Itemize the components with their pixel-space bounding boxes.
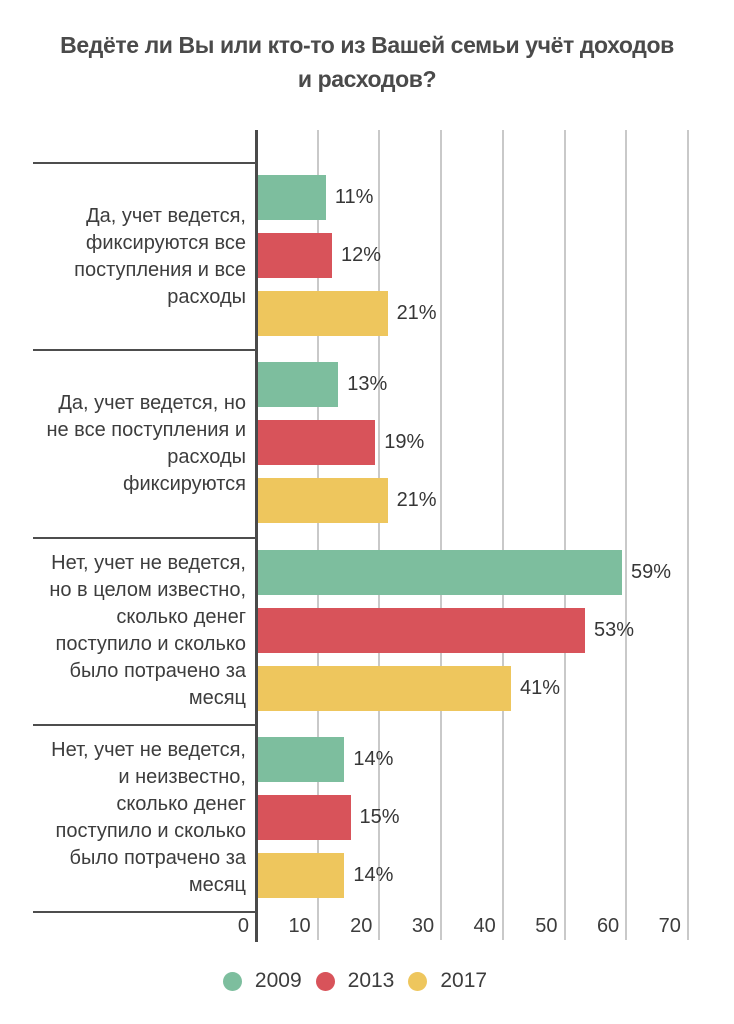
category-separator bbox=[33, 723, 256, 726]
legend-label-2017: 2017 bbox=[440, 969, 488, 992]
category-separator bbox=[33, 162, 256, 164]
x-tick-label: 60 bbox=[596, 915, 620, 937]
bar-2009 bbox=[258, 549, 623, 595]
gridline bbox=[686, 130, 689, 940]
x-tick-label: 30 bbox=[411, 915, 435, 937]
chart-title: Ведёте ли Вы или кто-то из Вашей семьи у… bbox=[60, 32, 674, 92]
bar-value-label: 15% bbox=[359, 805, 400, 828]
bar-2017 bbox=[258, 852, 345, 898]
gridline bbox=[440, 130, 443, 940]
bar-value-label: 19% bbox=[384, 431, 425, 454]
bar-2017 bbox=[258, 291, 388, 336]
bar-2009 bbox=[258, 736, 345, 782]
bar-2013 bbox=[258, 607, 585, 653]
category-label: Нет, учет не ведется, но в целом известн… bbox=[49, 552, 246, 710]
legend-swatch-2013-icon bbox=[315, 971, 335, 991]
bar-value-label: 21% bbox=[396, 489, 437, 512]
bar-2017 bbox=[258, 665, 511, 711]
legend-item-2009: 2009 bbox=[222, 969, 302, 993]
legend-item-2013: 2013 bbox=[315, 969, 395, 993]
bar-value-label: 14% bbox=[353, 863, 394, 886]
legend: 2009 2013 2017 bbox=[0, 969, 710, 993]
legend-swatch-2017-icon bbox=[408, 971, 428, 991]
category-separator bbox=[33, 911, 256, 913]
gridline bbox=[378, 130, 381, 940]
category-label: Нет, учет не ведется, и неизвестно, скол… bbox=[51, 739, 246, 897]
x-tick-label: 40 bbox=[473, 915, 496, 937]
zero-axis-line bbox=[254, 130, 258, 942]
legend-label-2009: 2009 bbox=[254, 969, 302, 992]
legend-swatch-2009-icon bbox=[222, 971, 242, 991]
x-tick-label: 20 bbox=[350, 915, 373, 937]
bar-2013 bbox=[258, 420, 376, 466]
bar-value-label: 59% bbox=[631, 560, 672, 583]
x-tick-label: 70 bbox=[658, 915, 681, 937]
bar-2013 bbox=[258, 794, 351, 840]
category-separator bbox=[33, 536, 256, 539]
x-tick-label: 0 bbox=[237, 915, 249, 937]
category-label: Да, учет ведется, фиксируются все поступ… bbox=[74, 204, 246, 308]
x-tick-label: 50 bbox=[535, 915, 558, 937]
bar-value-label: 41% bbox=[519, 676, 560, 699]
bar-value-label: 53% bbox=[594, 618, 635, 641]
x-tick-label: 10 bbox=[288, 915, 311, 937]
bar-value-label: 11% bbox=[334, 186, 374, 208]
bar-2009 bbox=[258, 175, 326, 220]
bar-value-label: 13% bbox=[347, 373, 388, 396]
legend-item-2017: 2017 bbox=[408, 969, 487, 993]
bar-2009 bbox=[258, 362, 339, 408]
legend-label-2013: 2013 bbox=[347, 969, 395, 992]
gridline bbox=[316, 130, 319, 940]
gridline bbox=[501, 130, 504, 940]
category-separator bbox=[33, 349, 256, 352]
bar-2017 bbox=[258, 478, 388, 524]
gridline bbox=[563, 130, 566, 940]
bar-value-label: 21% bbox=[396, 302, 437, 324]
bar-2013 bbox=[258, 233, 333, 278]
gridline bbox=[625, 130, 628, 940]
bar-value-label: 12% bbox=[341, 244, 382, 266]
bar-value-label: 14% bbox=[353, 747, 394, 770]
category-label: Да, учет ведется, но не все поступления … bbox=[46, 391, 246, 495]
